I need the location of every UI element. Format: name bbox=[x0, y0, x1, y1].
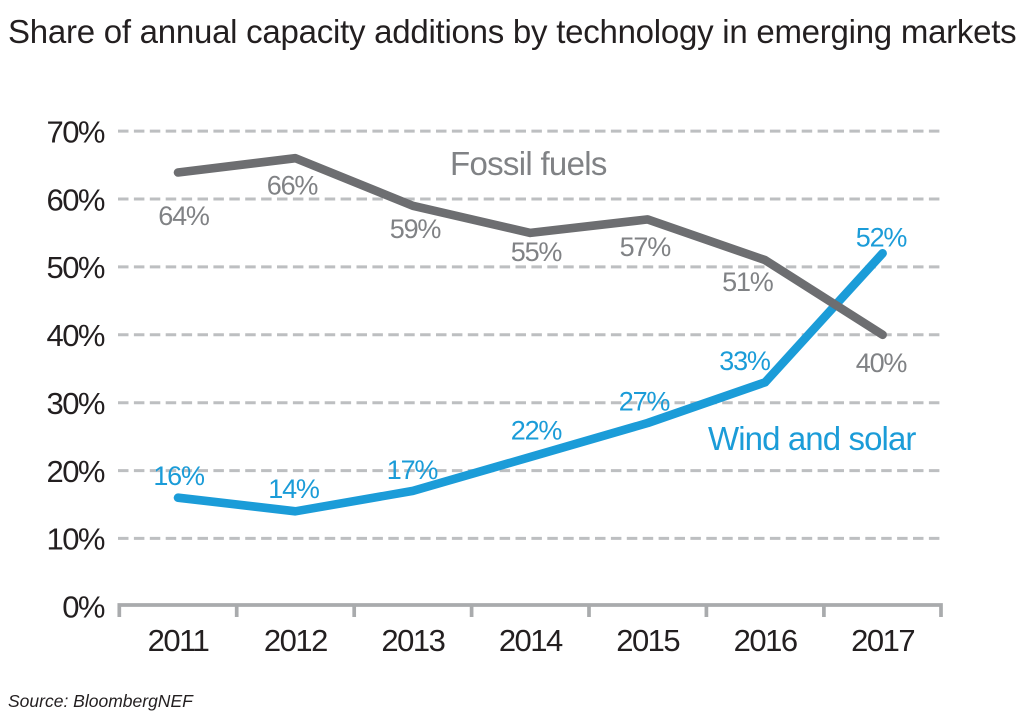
svg-text:Fossil fuels: Fossil fuels bbox=[450, 145, 607, 182]
svg-text:40%: 40% bbox=[856, 348, 908, 378]
svg-text:0%: 0% bbox=[62, 590, 105, 625]
svg-text:2011: 2011 bbox=[148, 623, 209, 658]
svg-text:59%: 59% bbox=[390, 214, 442, 244]
svg-text:Share of annual capacity addit: Share of annual capacity additions by te… bbox=[8, 13, 1016, 50]
svg-text:2012: 2012 bbox=[264, 623, 327, 658]
svg-text:10%: 10% bbox=[46, 522, 104, 557]
svg-text:33%: 33% bbox=[719, 346, 771, 376]
svg-text:2013: 2013 bbox=[381, 623, 444, 658]
svg-text:17%: 17% bbox=[387, 455, 439, 485]
svg-text:66%: 66% bbox=[267, 171, 319, 201]
svg-text:51%: 51% bbox=[722, 267, 774, 297]
svg-text:70%: 70% bbox=[46, 114, 104, 149]
svg-text:30%: 30% bbox=[46, 386, 104, 421]
svg-text:Source: BloombergNEF: Source: BloombergNEF bbox=[8, 691, 194, 711]
svg-text:64%: 64% bbox=[158, 201, 210, 231]
svg-text:40%: 40% bbox=[46, 318, 104, 353]
svg-text:50%: 50% bbox=[46, 250, 104, 285]
svg-text:2014: 2014 bbox=[499, 623, 563, 658]
svg-text:60%: 60% bbox=[46, 182, 104, 217]
svg-text:14%: 14% bbox=[268, 474, 320, 504]
svg-text:27%: 27% bbox=[619, 387, 671, 417]
svg-text:2017: 2017 bbox=[851, 623, 914, 658]
svg-text:52%: 52% bbox=[856, 223, 908, 253]
svg-text:20%: 20% bbox=[46, 454, 104, 489]
svg-text:55%: 55% bbox=[511, 237, 563, 267]
svg-text:57%: 57% bbox=[620, 232, 672, 262]
svg-text:2015: 2015 bbox=[616, 623, 679, 658]
svg-text:Wind and solar: Wind and solar bbox=[708, 420, 916, 457]
svg-text:22%: 22% bbox=[511, 416, 563, 446]
svg-text:16%: 16% bbox=[153, 461, 205, 491]
svg-text:2016: 2016 bbox=[734, 623, 797, 658]
